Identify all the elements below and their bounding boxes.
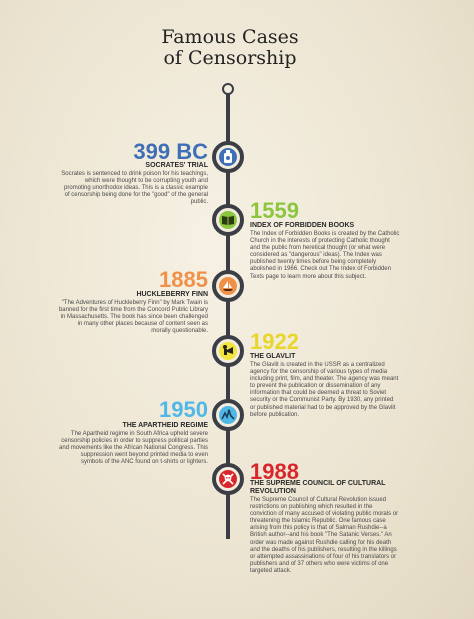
node-1885 (212, 270, 244, 302)
text-index-forbidden-books: The Index of Forbidden Books is created … (250, 231, 400, 280)
heading-apartheid-regime: THE APARTHEID REGIME (122, 422, 208, 429)
skull-crossbones-icon (219, 470, 237, 488)
year-1922: 1922 (250, 329, 299, 354)
node-1950 (212, 399, 244, 431)
text-supreme-council: The Supreme Council of Cultural Revoluti… (250, 497, 399, 574)
poison-bottle-icon (219, 148, 237, 166)
text-socrates-trial: Socrates is sentenced to drink poison fo… (61, 171, 208, 206)
broken-barrier-icon (219, 406, 237, 424)
year-399bc: 399 BC (133, 139, 208, 164)
timeline-spine (226, 94, 230, 539)
text-glavlit: The Glavlit is created in the USSR as a … (250, 362, 399, 418)
heading-supreme-council: THE SUPREME COUNCIL OF CULTURAL REVOLUTI… (250, 480, 386, 495)
text-huckleberry-finn: "The Adventures of Huckleberry Finn" by … (58, 300, 208, 335)
heading-glavlit: THE GLAVLIT (250, 353, 296, 360)
title-line-1: Famous Cases (161, 26, 299, 48)
node-1988 (212, 463, 244, 495)
node-399bc (212, 141, 244, 173)
year-1885: 1885 (159, 267, 208, 292)
heading-socrates-trial: SOCRATES' TRIAL (145, 162, 208, 169)
year-1559: 1559 (250, 198, 299, 223)
title-line-2: of Censorship (163, 47, 297, 69)
heading-huckleberry-finn: HUCKLEBERRY FINN (136, 291, 208, 298)
node-1922 (212, 335, 244, 367)
year-1988: 1988 (250, 459, 299, 484)
sailboat-icon (219, 277, 237, 295)
text-apartheid-regime: The Apartheid regime in South Africa uph… (59, 431, 208, 466)
book-icon (219, 211, 237, 229)
page-title: Famous Cases of Censorship (120, 27, 340, 69)
heading-index-forbidden-books: INDEX OF FORBIDDEN BOOKS (250, 222, 355, 229)
node-1559 (212, 204, 244, 236)
year-1950: 1950 (159, 397, 208, 422)
megaphone-icon (219, 342, 237, 360)
